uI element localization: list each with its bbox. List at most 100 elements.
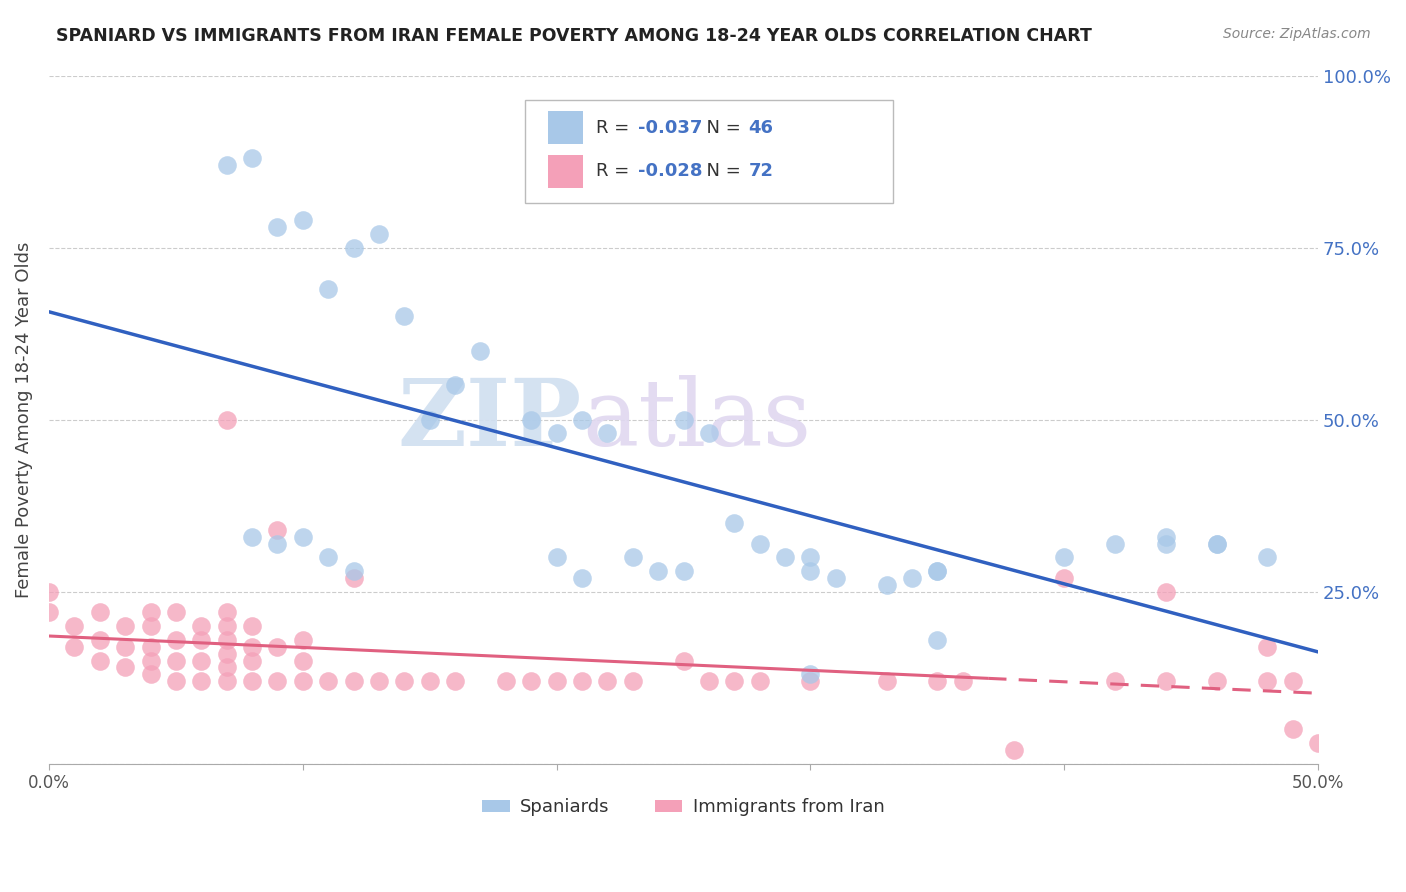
- Point: [266, 536, 288, 550]
- Y-axis label: Female Poverty Among 18-24 Year Olds: Female Poverty Among 18-24 Year Olds: [15, 242, 32, 598]
- Text: N =: N =: [695, 162, 747, 180]
- Point: [952, 674, 974, 689]
- Point: [215, 606, 238, 620]
- Point: [215, 412, 238, 426]
- Point: [291, 213, 314, 227]
- Point: [927, 674, 949, 689]
- Point: [240, 654, 263, 668]
- Point: [927, 564, 949, 578]
- Point: [1104, 674, 1126, 689]
- Point: [342, 571, 364, 585]
- Point: [672, 564, 695, 578]
- Point: [571, 571, 593, 585]
- Text: 46: 46: [748, 119, 773, 137]
- Point: [342, 241, 364, 255]
- Point: [1256, 550, 1278, 565]
- Point: [139, 667, 162, 681]
- FancyBboxPatch shape: [548, 155, 583, 188]
- Point: [114, 619, 136, 633]
- Text: Source: ZipAtlas.com: Source: ZipAtlas.com: [1223, 27, 1371, 41]
- Point: [394, 310, 416, 324]
- Point: [927, 632, 949, 647]
- Point: [546, 550, 568, 565]
- Point: [291, 632, 314, 647]
- Point: [672, 654, 695, 668]
- Point: [291, 654, 314, 668]
- Point: [470, 343, 492, 358]
- Point: [1205, 536, 1227, 550]
- Point: [495, 674, 517, 689]
- Point: [1308, 736, 1330, 750]
- Point: [444, 674, 467, 689]
- Point: [114, 660, 136, 674]
- Point: [1053, 571, 1076, 585]
- Point: [266, 640, 288, 654]
- Point: [419, 412, 441, 426]
- Point: [571, 674, 593, 689]
- Point: [266, 219, 288, 234]
- FancyBboxPatch shape: [524, 100, 893, 202]
- Text: N =: N =: [695, 119, 747, 137]
- Point: [927, 564, 949, 578]
- Point: [546, 674, 568, 689]
- Point: [520, 674, 543, 689]
- Point: [1154, 530, 1177, 544]
- Point: [266, 674, 288, 689]
- Point: [1053, 550, 1076, 565]
- Point: [316, 282, 339, 296]
- Point: [190, 632, 212, 647]
- Point: [165, 632, 187, 647]
- Point: [1205, 536, 1227, 550]
- Point: [1281, 674, 1303, 689]
- Point: [240, 674, 263, 689]
- Point: [697, 426, 720, 441]
- Point: [240, 530, 263, 544]
- Point: [546, 426, 568, 441]
- Point: [723, 674, 745, 689]
- Point: [1104, 536, 1126, 550]
- Point: [63, 619, 86, 633]
- Point: [444, 378, 467, 392]
- Text: atlas: atlas: [582, 375, 811, 465]
- Point: [240, 619, 263, 633]
- Point: [621, 550, 644, 565]
- Point: [190, 674, 212, 689]
- Point: [1154, 674, 1177, 689]
- Point: [240, 640, 263, 654]
- Point: [291, 674, 314, 689]
- Point: [1205, 674, 1227, 689]
- Point: [190, 654, 212, 668]
- Point: [773, 550, 796, 565]
- Point: [240, 151, 263, 165]
- Point: [215, 674, 238, 689]
- Text: -0.028: -0.028: [638, 162, 703, 180]
- Point: [748, 674, 770, 689]
- Point: [621, 674, 644, 689]
- Point: [571, 412, 593, 426]
- Point: [368, 227, 391, 241]
- Point: [215, 660, 238, 674]
- Point: [291, 530, 314, 544]
- Point: [215, 158, 238, 172]
- Point: [1281, 723, 1303, 737]
- Point: [165, 674, 187, 689]
- Point: [672, 412, 695, 426]
- Point: [165, 654, 187, 668]
- Point: [596, 674, 619, 689]
- Point: [38, 606, 60, 620]
- FancyBboxPatch shape: [548, 112, 583, 145]
- Point: [215, 619, 238, 633]
- Point: [520, 412, 543, 426]
- Point: [1154, 536, 1177, 550]
- Point: [1256, 640, 1278, 654]
- Point: [799, 667, 821, 681]
- Point: [394, 674, 416, 689]
- Text: R =: R =: [596, 119, 636, 137]
- Point: [1256, 674, 1278, 689]
- Point: [596, 426, 619, 441]
- Text: R =: R =: [596, 162, 636, 180]
- Point: [342, 564, 364, 578]
- Point: [799, 550, 821, 565]
- Point: [1154, 584, 1177, 599]
- Point: [316, 674, 339, 689]
